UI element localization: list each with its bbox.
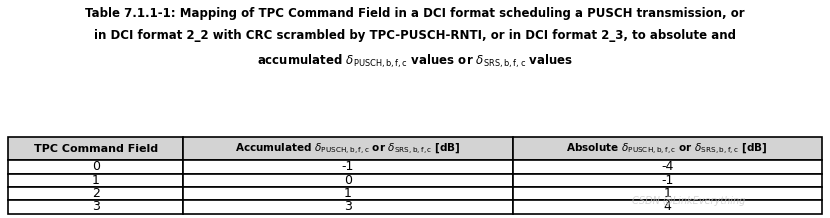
Bar: [513, 160, 822, 174]
Text: Table 7.1.1-1: Mapping of TPC Command Field in a DCI format scheduling a PUSCH t: Table 7.1.1-1: Mapping of TPC Command Fi…: [85, 7, 745, 20]
Bar: [513, 137, 822, 160]
Text: -1: -1: [661, 174, 673, 187]
Bar: [183, 160, 513, 174]
Bar: [183, 137, 513, 160]
Text: 3: 3: [344, 201, 352, 213]
Bar: [513, 200, 822, 214]
Text: -1: -1: [342, 160, 354, 173]
Text: 1: 1: [344, 187, 352, 200]
Bar: [513, 174, 822, 187]
Text: accumulated $\delta_{\mathrm{PUSCH,b,f,c}}$ values or $\delta_{\mathrm{SRS,b,f,c: accumulated $\delta_{\mathrm{PUSCH,b,f,c…: [256, 52, 574, 70]
Bar: [8, 174, 183, 187]
Text: 3: 3: [92, 201, 100, 213]
Text: 4: 4: [663, 201, 671, 213]
Bar: [8, 160, 183, 174]
Text: in DCI format 2_2 with CRC scrambled by TPC-PUSCH-RNTI, or in DCI format 2_3, to: in DCI format 2_2 with CRC scrambled by …: [94, 29, 736, 43]
Text: 2: 2: [92, 187, 100, 200]
Text: 0: 0: [92, 160, 100, 173]
Bar: [183, 200, 513, 214]
Text: -4: -4: [661, 160, 673, 173]
Text: CSDN @LinkEverything: CSDN @LinkEverything: [632, 196, 745, 206]
Text: 1: 1: [663, 187, 671, 200]
Text: TPC Command Field: TPC Command Field: [34, 144, 158, 154]
Bar: [8, 137, 183, 160]
Bar: [8, 187, 183, 200]
Bar: [183, 174, 513, 187]
Text: 1: 1: [92, 174, 100, 187]
Text: Absolute $\delta_{\mathrm{PUSCH,b,f,c}}$ or $\delta_{\mathrm{SRS,b,f,c}}$ [dB]: Absolute $\delta_{\mathrm{PUSCH,b,f,c}}$…: [566, 141, 768, 156]
Bar: [8, 200, 183, 214]
Text: Accumulated $\delta_{\mathrm{PUSCH,b,f,c}}$ or $\delta_{\mathrm{SRS,b,f,c}}$ [dB: Accumulated $\delta_{\mathrm{PUSCH,b,f,c…: [235, 141, 461, 156]
Bar: [513, 187, 822, 200]
Text: 0: 0: [344, 174, 352, 187]
Bar: [183, 187, 513, 200]
